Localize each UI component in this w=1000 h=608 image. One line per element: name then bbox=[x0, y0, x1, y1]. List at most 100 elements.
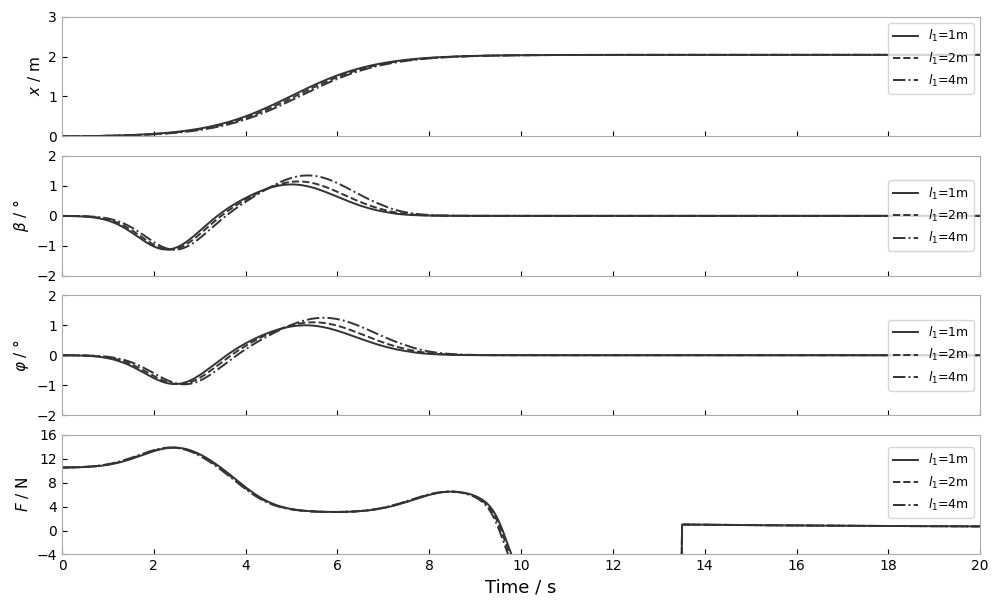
$l_1$=1m bbox=[974, 212, 986, 219]
$l_1$=2m bbox=[479, 499, 491, 506]
$l_1$=1m bbox=[538, 581, 550, 589]
$l_1$=2m bbox=[56, 464, 68, 471]
$l_1$=4m bbox=[103, 215, 115, 223]
$l_1$=4m bbox=[948, 51, 960, 58]
$l_1$=1m bbox=[56, 351, 68, 359]
Line: $l_1$=1m: $l_1$=1m bbox=[62, 184, 980, 249]
$l_1$=4m bbox=[948, 212, 960, 219]
$l_1$=1m bbox=[974, 523, 986, 530]
$l_1$=2m bbox=[780, 351, 792, 359]
$l_1$=4m bbox=[165, 444, 177, 451]
$l_1$=1m bbox=[948, 523, 960, 530]
$l_1$=1m bbox=[974, 51, 986, 58]
$l_1$=1m bbox=[779, 51, 791, 58]
$l_1$=1m bbox=[503, 351, 515, 359]
$l_1$=1m bbox=[948, 523, 960, 530]
Line: $l_1$=2m: $l_1$=2m bbox=[62, 447, 980, 585]
$l_1$=1m bbox=[479, 212, 491, 219]
$l_1$=4m bbox=[56, 464, 68, 471]
$l_1$=2m bbox=[173, 381, 185, 388]
$l_1$=2m bbox=[948, 351, 960, 359]
$l_1$=2m bbox=[974, 212, 986, 219]
$l_1$=4m bbox=[780, 522, 792, 529]
$l_1$=4m bbox=[948, 351, 960, 359]
$l_1$=2m bbox=[478, 52, 490, 60]
$l_1$=2m bbox=[974, 351, 986, 359]
Line: $l_1$=2m: $l_1$=2m bbox=[62, 181, 980, 250]
$l_1$=1m bbox=[56, 212, 68, 219]
$l_1$=2m bbox=[780, 212, 792, 219]
X-axis label: Time / s: Time / s bbox=[485, 579, 557, 597]
$l_1$=1m bbox=[780, 351, 792, 359]
$l_1$=1m bbox=[299, 322, 311, 329]
$l_1$=4m bbox=[947, 51, 959, 58]
$l_1$=4m bbox=[56, 351, 68, 359]
$l_1$=1m bbox=[974, 351, 986, 359]
$l_1$=4m bbox=[780, 351, 792, 359]
$l_1$=4m bbox=[974, 51, 986, 58]
$l_1$=4m bbox=[503, 351, 515, 359]
$l_1$=2m bbox=[56, 212, 68, 219]
$l_1$=1m bbox=[948, 212, 960, 219]
$l_1$=1m bbox=[948, 351, 960, 359]
$l_1$=4m bbox=[948, 212, 960, 219]
$l_1$=4m bbox=[56, 212, 68, 219]
$l_1$=1m bbox=[286, 181, 298, 188]
$l_1$=1m bbox=[479, 498, 491, 505]
$l_1$=2m bbox=[537, 581, 549, 589]
Line: $l_1$=4m: $l_1$=4m bbox=[62, 55, 980, 136]
$l_1$=4m bbox=[302, 172, 314, 179]
$l_1$=4m bbox=[503, 553, 515, 560]
Legend: $l_1$=1m, $l_1$=2m, $l_1$=4m: $l_1$=1m, $l_1$=2m, $l_1$=4m bbox=[888, 23, 974, 94]
$l_1$=1m bbox=[56, 133, 68, 140]
$l_1$=2m bbox=[293, 178, 305, 185]
$l_1$=2m bbox=[780, 522, 792, 529]
Legend: $l_1$=1m, $l_1$=2m, $l_1$=4m: $l_1$=1m, $l_1$=2m, $l_1$=4m bbox=[888, 447, 974, 518]
$l_1$=1m bbox=[503, 212, 515, 219]
Line: $l_1$=4m: $l_1$=4m bbox=[62, 447, 980, 585]
$l_1$=4m bbox=[169, 246, 181, 254]
$l_1$=2m bbox=[56, 351, 68, 359]
$l_1$=1m bbox=[103, 132, 115, 139]
$l_1$=4m bbox=[479, 351, 491, 359]
$l_1$=4m bbox=[178, 381, 190, 388]
$l_1$=1m bbox=[56, 464, 68, 471]
$l_1$=4m bbox=[502, 52, 514, 59]
$l_1$=4m bbox=[103, 132, 115, 139]
Y-axis label: $F$ / N: $F$ / N bbox=[14, 477, 31, 513]
$l_1$=4m bbox=[479, 500, 491, 508]
$l_1$=2m bbox=[103, 354, 115, 361]
$l_1$=2m bbox=[503, 548, 515, 556]
Line: $l_1$=1m: $l_1$=1m bbox=[62, 325, 980, 384]
$l_1$=1m bbox=[503, 544, 515, 551]
$l_1$=1m bbox=[948, 51, 960, 58]
$l_1$=4m bbox=[974, 212, 986, 219]
$l_1$=1m bbox=[168, 444, 180, 451]
$l_1$=1m bbox=[478, 52, 490, 60]
$l_1$=2m bbox=[948, 351, 960, 359]
$l_1$=1m bbox=[103, 461, 115, 468]
$l_1$=2m bbox=[56, 133, 68, 140]
$l_1$=4m bbox=[779, 51, 791, 58]
Line: $l_1$=4m: $l_1$=4m bbox=[62, 318, 980, 384]
$l_1$=1m bbox=[947, 51, 959, 58]
$l_1$=4m bbox=[974, 523, 986, 530]
$l_1$=2m bbox=[479, 351, 491, 359]
$l_1$=1m bbox=[103, 354, 115, 362]
$l_1$=1m bbox=[780, 522, 792, 529]
$l_1$=2m bbox=[948, 523, 960, 530]
$l_1$=2m bbox=[948, 523, 960, 530]
$l_1$=4m bbox=[948, 351, 960, 359]
$l_1$=2m bbox=[948, 212, 960, 219]
Y-axis label: $x$ / m: $x$ / m bbox=[26, 57, 43, 97]
Line: $l_1$=1m: $l_1$=1m bbox=[62, 55, 980, 136]
Line: $l_1$=4m: $l_1$=4m bbox=[62, 176, 980, 250]
Y-axis label: $\varphi$ / °: $\varphi$ / ° bbox=[11, 339, 31, 371]
$l_1$=4m bbox=[503, 212, 515, 219]
Y-axis label: $\beta$ / °: $\beta$ / ° bbox=[11, 199, 31, 232]
$l_1$=4m bbox=[103, 353, 115, 361]
$l_1$=2m bbox=[974, 51, 986, 58]
$l_1$=4m bbox=[479, 212, 491, 219]
Legend: $l_1$=1m, $l_1$=2m, $l_1$=4m: $l_1$=1m, $l_1$=2m, $l_1$=4m bbox=[888, 320, 974, 390]
$l_1$=1m bbox=[502, 52, 514, 59]
